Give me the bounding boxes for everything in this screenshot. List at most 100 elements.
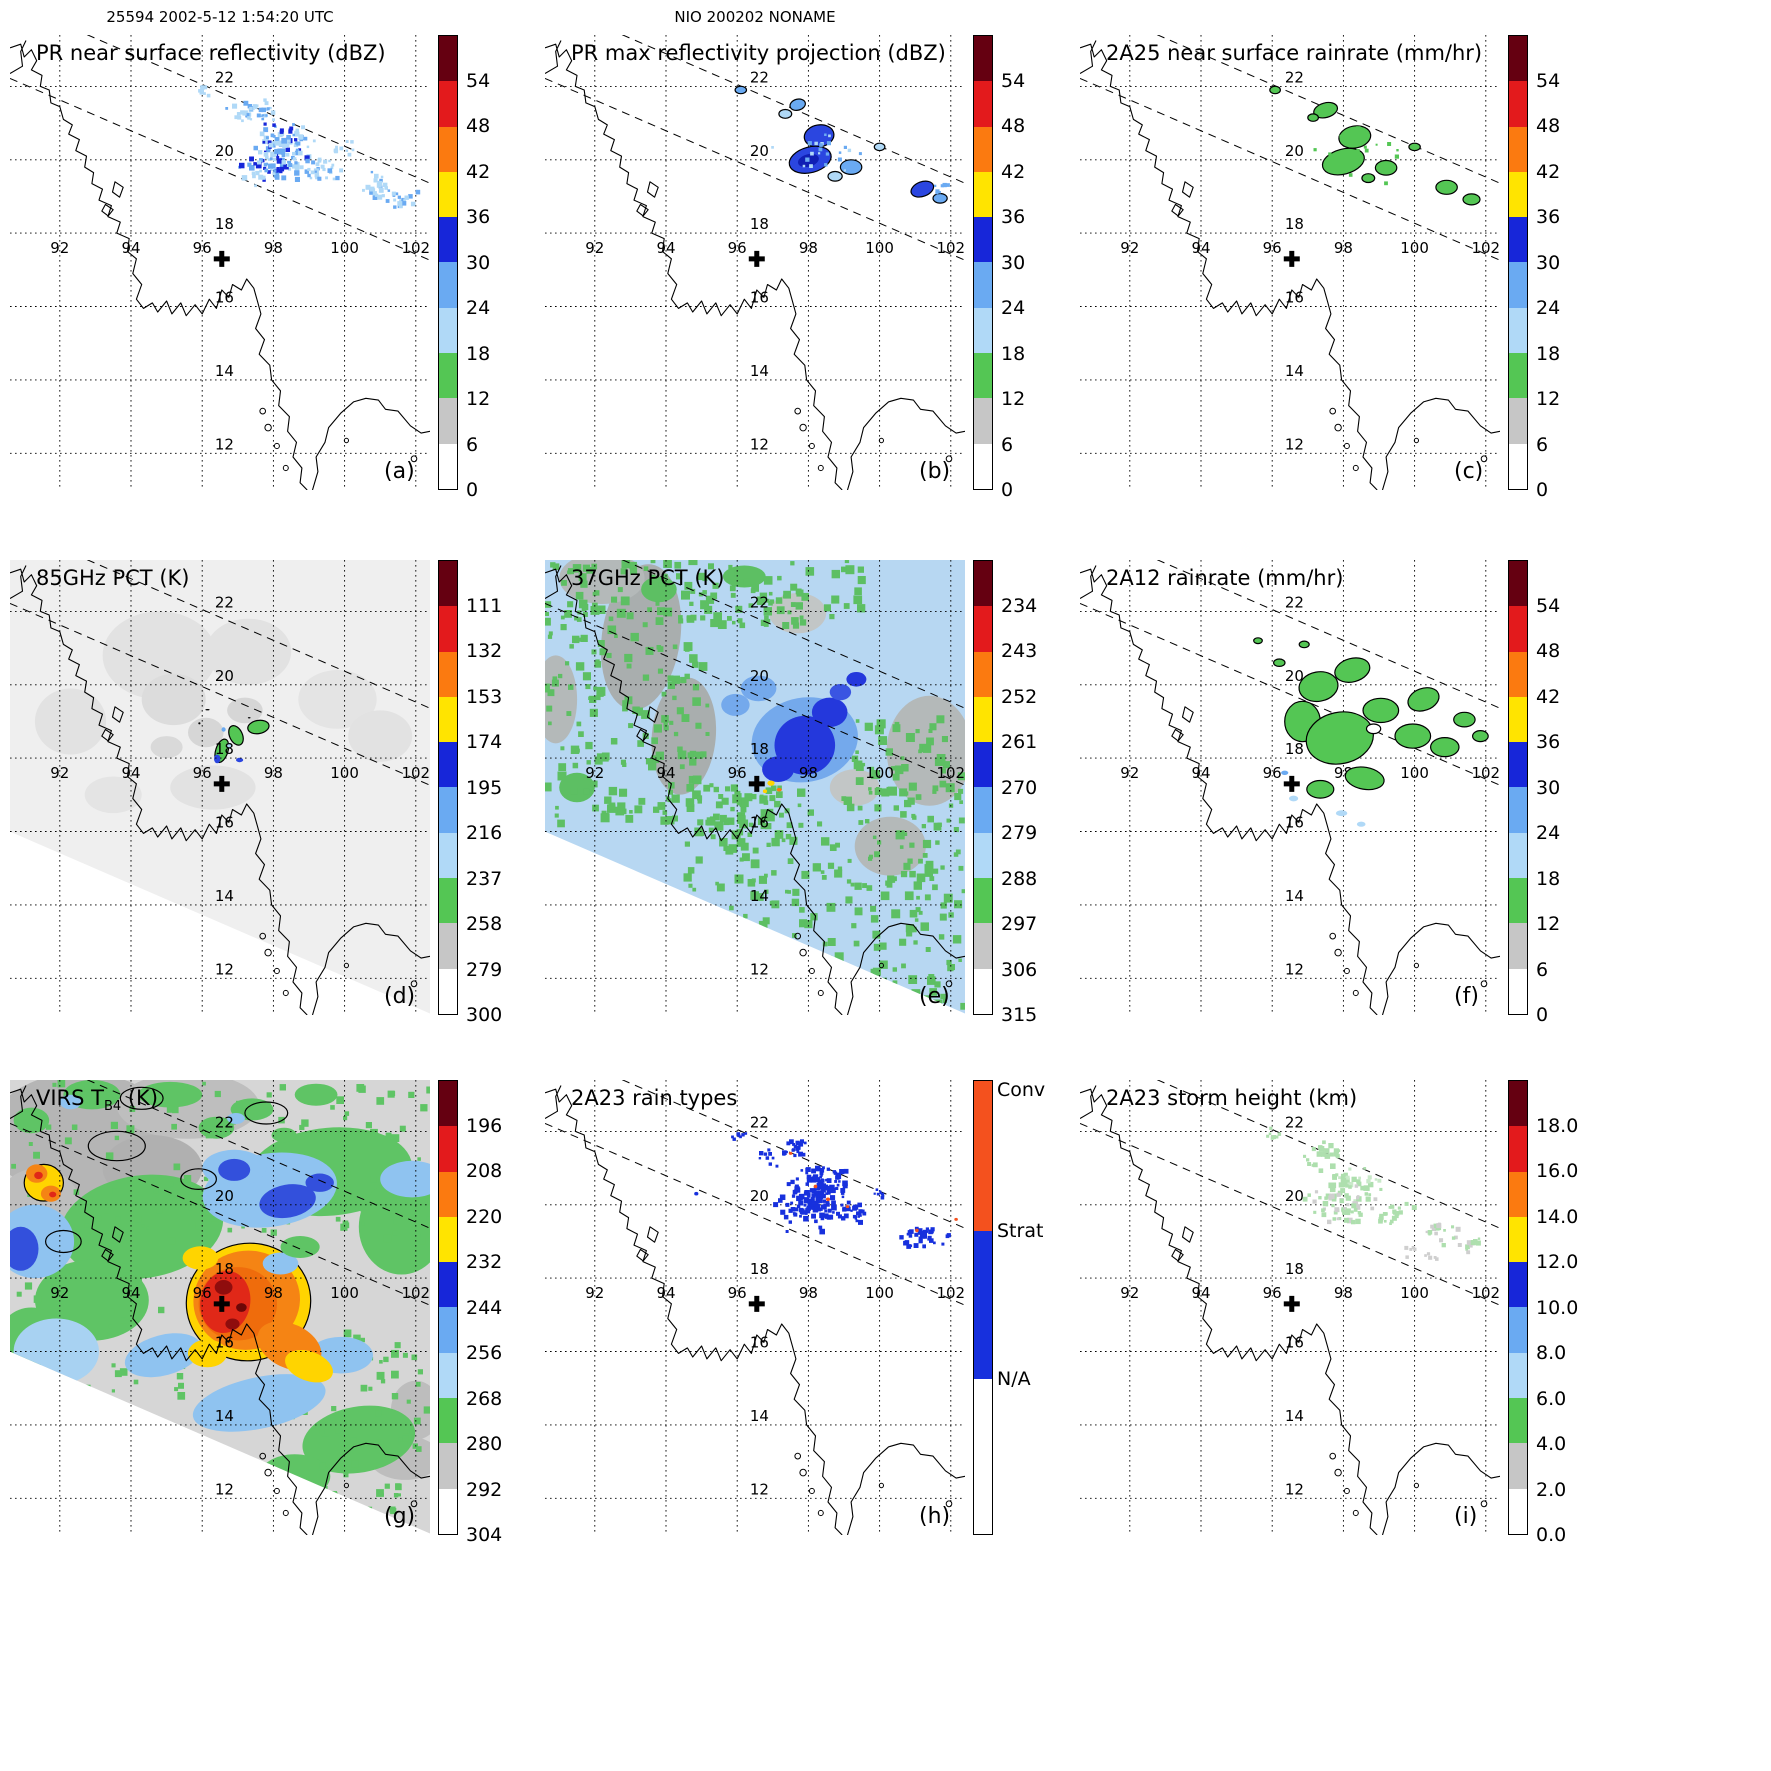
data-pixel — [637, 740, 644, 747]
data-pixel — [818, 1190, 824, 1197]
island — [410, 1500, 418, 1508]
data-pixel — [725, 846, 734, 855]
data-pixel — [255, 170, 260, 176]
data-pixel — [1441, 1243, 1446, 1248]
colorbar-segment — [439, 1262, 457, 1308]
data-pixel — [1443, 1229, 1446, 1232]
data-pixel — [343, 1329, 352, 1338]
data-pixel — [947, 964, 954, 972]
data-pixel — [242, 111, 247, 116]
colorbar-segment — [1509, 1171, 1527, 1217]
colorbar-segment — [439, 1171, 457, 1217]
data-patch — [1313, 101, 1339, 119]
panel-title-text: 2A12 rainrate (mm/hr) — [1106, 566, 1344, 590]
data-pixel — [372, 191, 377, 196]
data-pixel — [935, 191, 939, 195]
colorbar-tick-label: 48 — [1001, 115, 1026, 137]
data-pixel — [557, 771, 567, 781]
data-pixel — [822, 961, 827, 966]
panel-letter: (h) — [919, 1504, 951, 1529]
lon-label: 100 — [865, 1284, 894, 1302]
data-pixel — [1343, 1172, 1348, 1178]
data-pixel — [730, 592, 736, 598]
data-pixel — [876, 1192, 880, 1196]
coastline — [636, 728, 649, 742]
panel-title-text: VIRS T — [36, 1086, 104, 1110]
data-pixel — [857, 576, 866, 585]
data-pixel — [1475, 1240, 1481, 1246]
data-pixel — [394, 1342, 401, 1349]
data-pixel — [787, 890, 791, 894]
data-pixel — [262, 178, 266, 182]
colorbar-segment — [1509, 307, 1527, 354]
data-pixel — [840, 1191, 845, 1195]
data-pixel — [1368, 1181, 1374, 1188]
data-pixel — [811, 1206, 815, 1210]
data-pixel — [295, 128, 300, 133]
data-pixel — [953, 827, 959, 833]
island — [878, 962, 884, 969]
data-pixel — [705, 595, 715, 604]
data-pixel — [347, 152, 352, 157]
data-pixel — [807, 1198, 812, 1204]
data-pixel — [692, 775, 702, 785]
lon-label: 102 — [1471, 764, 1500, 782]
data-patch — [188, 717, 224, 748]
data-pixel — [942, 182, 947, 188]
colorbar-tick-label: 220 — [466, 1206, 503, 1228]
lon-label: 98 — [264, 764, 283, 782]
data-pixel — [383, 1356, 389, 1363]
data-pixel — [866, 885, 873, 891]
data-pixel — [843, 1206, 848, 1211]
panel-title: 85GHz PCT (K) — [36, 566, 189, 590]
data-pixel — [1318, 1146, 1325, 1152]
data-pixel — [617, 802, 626, 811]
lat-label: 14 — [1285, 362, 1304, 380]
data-pixel — [790, 1201, 794, 1205]
data-pixel — [697, 795, 703, 801]
data-pixel — [295, 148, 300, 153]
colorbar-a — [438, 35, 458, 490]
data-patch — [380, 1160, 430, 1198]
data-pixel — [64, 1137, 72, 1145]
data-pixel — [940, 902, 947, 909]
data-pixel — [353, 1334, 361, 1343]
colorbar-segment — [1509, 1216, 1527, 1263]
data-pixel — [773, 1202, 779, 1208]
data-pixel — [748, 822, 754, 827]
data-pixel — [750, 859, 760, 869]
data-patch — [298, 670, 377, 729]
data-pixel — [811, 1214, 815, 1217]
panel-title: 2A23 rain types — [571, 1086, 737, 1110]
data-patch — [1356, 821, 1366, 827]
data-pixel — [547, 689, 555, 697]
data-pixel — [413, 1417, 421, 1425]
data-pixel — [908, 975, 918, 984]
data-pixel — [1358, 1176, 1361, 1180]
data-pixel — [314, 172, 320, 178]
data-pixel — [767, 1148, 771, 1152]
data-pixel — [643, 566, 649, 571]
data-pixel — [306, 145, 310, 149]
data-pixel — [750, 588, 756, 594]
data-pixel — [690, 658, 695, 663]
data-pixel — [195, 1221, 203, 1230]
data-pixel — [672, 695, 677, 701]
colorbar-tick-label: 42 — [1001, 161, 1026, 183]
data-pixel — [622, 705, 628, 712]
colorbar-segment — [439, 696, 457, 743]
data-pixel — [948, 912, 954, 918]
data-pixel — [946, 959, 952, 966]
data-pixel — [1354, 157, 1357, 161]
data-pixel — [655, 601, 660, 606]
data-pixel — [825, 1201, 830, 1205]
colorbar-tick-label: 0 — [1536, 479, 1549, 501]
colorbar-tick-label: 268 — [466, 1388, 503, 1410]
colorbar-tick-label: 54 — [1536, 70, 1561, 92]
data-pixel — [662, 810, 668, 815]
colorbar-tick-label: 132 — [466, 640, 503, 662]
data-pixel — [270, 1229, 277, 1236]
lat-label: 22 — [215, 68, 234, 86]
data-pixel — [1329, 1186, 1336, 1193]
data-pixel — [89, 1269, 97, 1277]
